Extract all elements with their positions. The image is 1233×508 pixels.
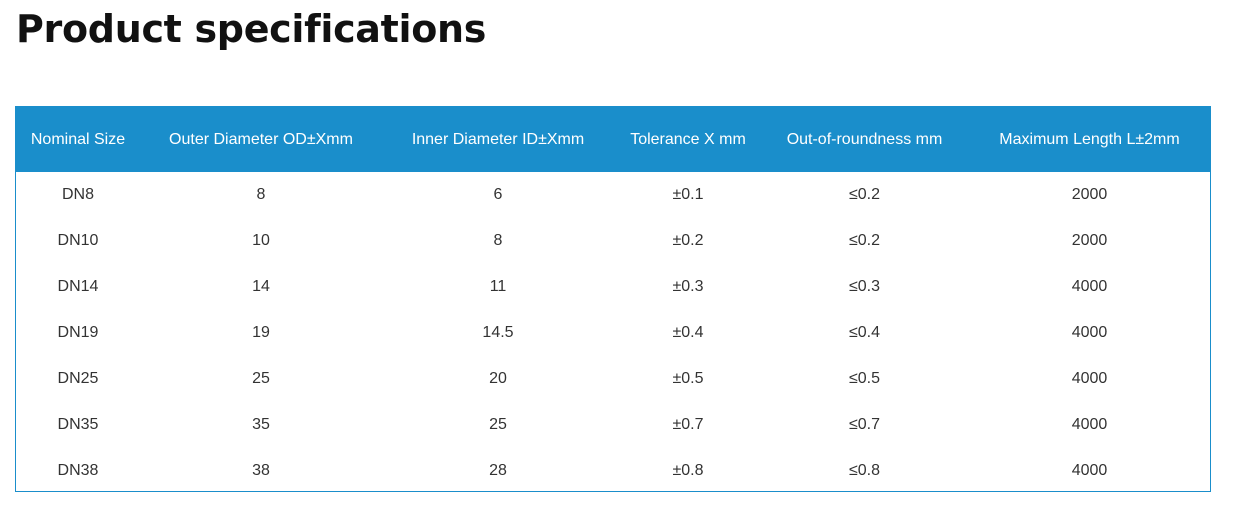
table-cell: 25	[252, 370, 270, 387]
table-header-row: Nominal Size Outer Diameter OD±Xmm Inner…	[16, 107, 1210, 172]
table-cell: 4000	[1071, 462, 1108, 479]
table-cell: 20	[489, 370, 507, 387]
column-header-tolerance: Tolerance X mm	[630, 130, 746, 148]
table-cell: DN38	[57, 462, 99, 479]
table-cell: ≤0.4	[848, 324, 881, 341]
table-cell: 8	[493, 232, 503, 249]
table-row: DN8 8 6 ±0.1 ≤0.2 2000	[16, 172, 1210, 218]
specifications-table: Nominal Size Outer Diameter OD±Xmm Inner…	[16, 107, 1210, 491]
table-row: DN19 19 14.5 ±0.4 ≤0.4 4000	[16, 310, 1210, 356]
table-cell: 25	[489, 416, 507, 433]
table-cell: 4000	[1071, 324, 1108, 341]
page-title: Product specifications	[16, 7, 487, 51]
table-cell: ±0.1	[672, 186, 704, 203]
table-cell: 28	[489, 462, 507, 479]
table-cell: ≤0.2	[848, 232, 881, 249]
table-cell: DN10	[57, 232, 99, 249]
column-header-out-of-roundness: Out-of-roundness mm	[786, 130, 943, 148]
table-row: DN10 10 8 ±0.2 ≤0.2 2000	[16, 218, 1210, 264]
specifications-table-container: Nominal Size Outer Diameter OD±Xmm Inner…	[15, 106, 1211, 492]
column-header-maximum-length: Maximum Length L±2mm	[999, 130, 1180, 148]
table-cell: 2000	[1071, 232, 1108, 249]
table-cell: ±0.3	[672, 278, 704, 295]
table-cell: 2000	[1071, 186, 1108, 203]
column-header-inner-diameter: Inner Diameter ID±Xmm	[411, 130, 585, 148]
table-cell: ±0.2	[672, 232, 704, 249]
column-header-nominal-size: Nominal Size	[30, 130, 126, 148]
table-cell: 35	[252, 416, 270, 433]
table-cell: 4000	[1071, 416, 1108, 433]
table-row: DN38 38 28 ±0.8 ≤0.8 4000	[16, 448, 1210, 491]
table-cell: 14	[252, 278, 270, 295]
table-cell: ±0.7	[672, 416, 704, 433]
table-cell: ±0.4	[672, 324, 704, 341]
table-cell: 10	[252, 232, 270, 249]
table-cell: 4000	[1071, 370, 1108, 387]
table-cell: DN8	[61, 186, 94, 203]
table-cell: 14.5	[482, 324, 514, 341]
table-cell: DN19	[57, 324, 99, 341]
table-cell: 6	[493, 186, 503, 203]
table-row: DN25 25 20 ±0.5 ≤0.5 4000	[16, 356, 1210, 402]
table-cell: 8	[256, 186, 266, 203]
table-cell: 11	[489, 278, 507, 295]
table-row: DN35 35 25 ±0.7 ≤0.7 4000	[16, 402, 1210, 448]
table-cell: ≤0.5	[848, 370, 881, 387]
table-cell: DN25	[57, 370, 99, 387]
table-cell: 38	[252, 462, 270, 479]
table-cell: DN14	[57, 278, 99, 295]
column-header-outer-diameter: Outer Diameter OD±Xmm	[169, 130, 353, 148]
table-cell: ≤0.8	[848, 462, 881, 479]
table-cell: ≤0.7	[848, 416, 881, 433]
table-cell: 4000	[1071, 278, 1108, 295]
table-row: DN14 14 11 ±0.3 ≤0.3 4000	[16, 264, 1210, 310]
table-cell: ≤0.2	[848, 186, 881, 203]
table-cell: DN35	[57, 416, 99, 433]
table-cell: ±0.8	[672, 462, 704, 479]
table-cell: ±0.5	[672, 370, 704, 387]
table-cell: ≤0.3	[848, 278, 881, 295]
table-cell: 19	[252, 324, 270, 341]
